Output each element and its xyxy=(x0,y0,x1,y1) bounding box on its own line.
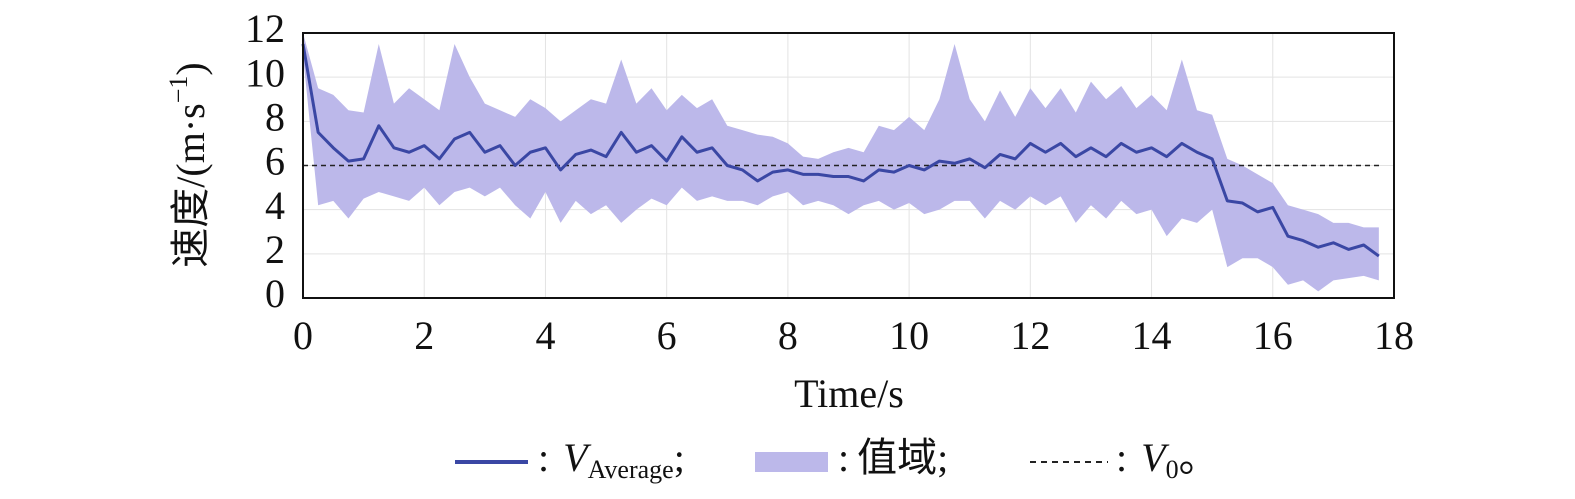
x-tick-label: 6 xyxy=(657,313,677,358)
x-tick-label: 2 xyxy=(414,313,434,358)
y-tick-label: 2 xyxy=(265,227,285,272)
average-line xyxy=(301,43,1380,258)
x-tick-label: 18 xyxy=(1374,313,1414,358)
plot-area xyxy=(301,32,1395,299)
range-band xyxy=(303,33,1379,292)
x-tick-label: 4 xyxy=(535,313,555,358)
legend-suffix: ; xyxy=(674,435,685,480)
x-tick-label: 12 xyxy=(1010,313,1050,358)
legend-suffix: 。 xyxy=(1179,435,1219,480)
x-tick-label: 10 xyxy=(889,313,929,358)
legend: : VAverage; : 值域; : V0。 xyxy=(455,435,1219,484)
legend-name: V xyxy=(563,435,592,480)
y-tick-label: 8 xyxy=(265,95,285,140)
legend-suffix: ; xyxy=(937,435,948,480)
legend-prefix: : xyxy=(538,435,549,480)
legend-prefix: : xyxy=(838,435,849,480)
legend-prefix: : xyxy=(1116,435,1127,480)
legend-name: V xyxy=(1141,435,1170,480)
x-tick-label: 14 xyxy=(1132,313,1172,358)
plot-frame xyxy=(302,32,1395,299)
legend-label: : VAverage; xyxy=(538,435,685,484)
legend-sub: Average xyxy=(588,455,674,484)
x-tick-label: 8 xyxy=(778,313,798,358)
x-tick-label: 0 xyxy=(293,313,313,358)
legend-name: 值域 xyxy=(857,435,937,480)
y-axis-label-main: 速度/(m·s xyxy=(168,103,213,267)
y-tick-label: 12 xyxy=(245,6,285,51)
y-axis-label-sup: −1 xyxy=(164,76,193,104)
y-axis-label: 速度/(m·s−1) xyxy=(164,62,213,267)
y-axis-label-end: ) xyxy=(168,62,213,75)
legend-swatch xyxy=(755,452,828,472)
y-tick-label: 6 xyxy=(265,139,285,184)
legend-label: : 值域; xyxy=(838,435,948,480)
y-tick-label: 10 xyxy=(245,50,285,95)
x-axis-label: Time/s xyxy=(794,371,904,416)
legend-sub: 0 xyxy=(1166,455,1179,484)
y-tick-label: 0 xyxy=(265,271,285,316)
x-tick-label: 16 xyxy=(1253,313,1293,358)
legend-label: : V0。 xyxy=(1116,435,1219,484)
y-tick-label: 4 xyxy=(265,183,285,228)
